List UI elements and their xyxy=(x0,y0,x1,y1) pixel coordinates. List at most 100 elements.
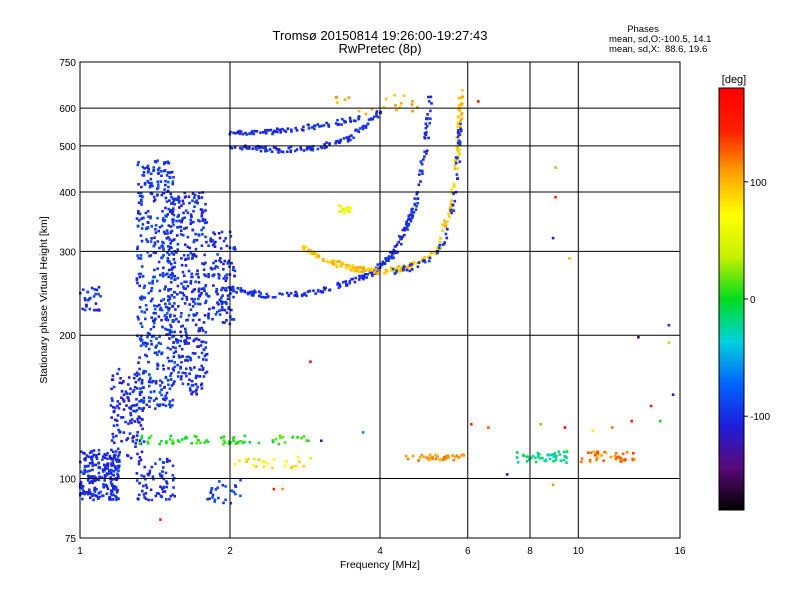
data-point xyxy=(341,280,345,284)
data-point xyxy=(404,454,408,458)
data-point xyxy=(216,292,219,296)
data-point xyxy=(110,493,114,497)
data-point xyxy=(352,268,356,272)
data-point xyxy=(148,471,151,475)
data-point xyxy=(358,278,361,281)
data-point xyxy=(173,302,176,305)
data-point xyxy=(434,453,438,457)
data-point xyxy=(174,308,177,311)
data-point xyxy=(233,146,237,149)
data-point xyxy=(393,272,397,275)
data-point xyxy=(453,164,457,167)
data-point xyxy=(100,494,104,498)
data-point xyxy=(81,497,84,501)
data-point xyxy=(156,183,160,186)
data-point xyxy=(351,265,355,269)
data-point xyxy=(80,486,83,489)
data-point xyxy=(200,208,204,212)
data-point xyxy=(188,246,192,250)
data-point xyxy=(294,126,297,130)
data-point xyxy=(352,136,355,140)
data-point xyxy=(109,404,113,407)
data-point xyxy=(108,498,111,501)
data-point xyxy=(175,251,178,254)
data-point xyxy=(232,436,236,439)
data-point xyxy=(274,146,278,150)
data-point xyxy=(115,467,118,471)
data-point xyxy=(411,214,415,218)
data-point xyxy=(233,269,237,273)
data-point xyxy=(128,432,132,435)
data-point xyxy=(194,383,198,386)
data-point xyxy=(185,355,188,359)
data-point xyxy=(204,274,208,278)
data-point xyxy=(457,116,460,119)
data-point xyxy=(444,221,447,225)
data-point xyxy=(191,390,195,394)
data-point xyxy=(176,226,179,229)
data-point xyxy=(175,219,178,223)
data-point xyxy=(149,299,153,303)
data-point xyxy=(232,289,236,293)
data-point xyxy=(165,312,169,315)
data-point xyxy=(326,261,330,264)
data-point xyxy=(252,291,255,295)
data-point xyxy=(200,214,203,218)
data-point xyxy=(192,313,195,316)
data-point xyxy=(551,236,555,240)
data-point xyxy=(201,217,205,221)
data-point xyxy=(168,176,172,179)
data-point xyxy=(128,392,132,396)
data-point xyxy=(153,268,156,272)
data-point xyxy=(450,211,453,215)
data-point xyxy=(455,161,458,165)
data-point xyxy=(270,150,274,153)
data-point xyxy=(192,220,195,224)
data-point xyxy=(178,225,181,229)
data-point xyxy=(271,130,275,134)
data-point xyxy=(180,347,184,351)
data-point xyxy=(203,289,206,292)
data-point xyxy=(224,286,227,290)
data-point xyxy=(172,207,175,210)
data-point xyxy=(290,466,294,469)
data-point xyxy=(350,278,353,281)
data-point xyxy=(183,342,187,345)
data-point xyxy=(355,269,358,273)
data-point xyxy=(197,281,201,284)
data-point xyxy=(169,323,172,327)
data-point xyxy=(172,176,175,179)
data-point xyxy=(167,295,170,298)
data-point xyxy=(165,482,169,485)
data-point xyxy=(118,430,122,434)
data-point xyxy=(167,185,170,189)
data-point xyxy=(194,280,197,284)
data-point xyxy=(168,497,171,501)
data-point xyxy=(316,123,320,126)
data-point xyxy=(287,293,290,297)
data-point xyxy=(136,417,139,421)
data-point xyxy=(154,462,157,465)
data-point xyxy=(335,95,338,99)
data-point xyxy=(138,439,142,442)
data-point xyxy=(274,295,277,299)
x-axis-ticks: 1 2 4 6 8 10 16 xyxy=(77,546,686,557)
data-point xyxy=(170,294,174,297)
data-point xyxy=(117,497,120,500)
data-point xyxy=(272,487,276,491)
data-point xyxy=(325,145,328,149)
data-point xyxy=(257,290,261,293)
data-point xyxy=(563,455,566,458)
data-point xyxy=(139,272,143,276)
data-point xyxy=(213,242,216,245)
data-point xyxy=(229,501,233,505)
data-point xyxy=(413,202,416,206)
data-point xyxy=(218,274,221,277)
data-point xyxy=(563,450,566,454)
data-point xyxy=(154,407,157,410)
data-point xyxy=(138,275,142,279)
data-point xyxy=(241,132,245,136)
data-point xyxy=(207,314,210,318)
data-point xyxy=(169,192,172,196)
data-point xyxy=(165,318,168,322)
